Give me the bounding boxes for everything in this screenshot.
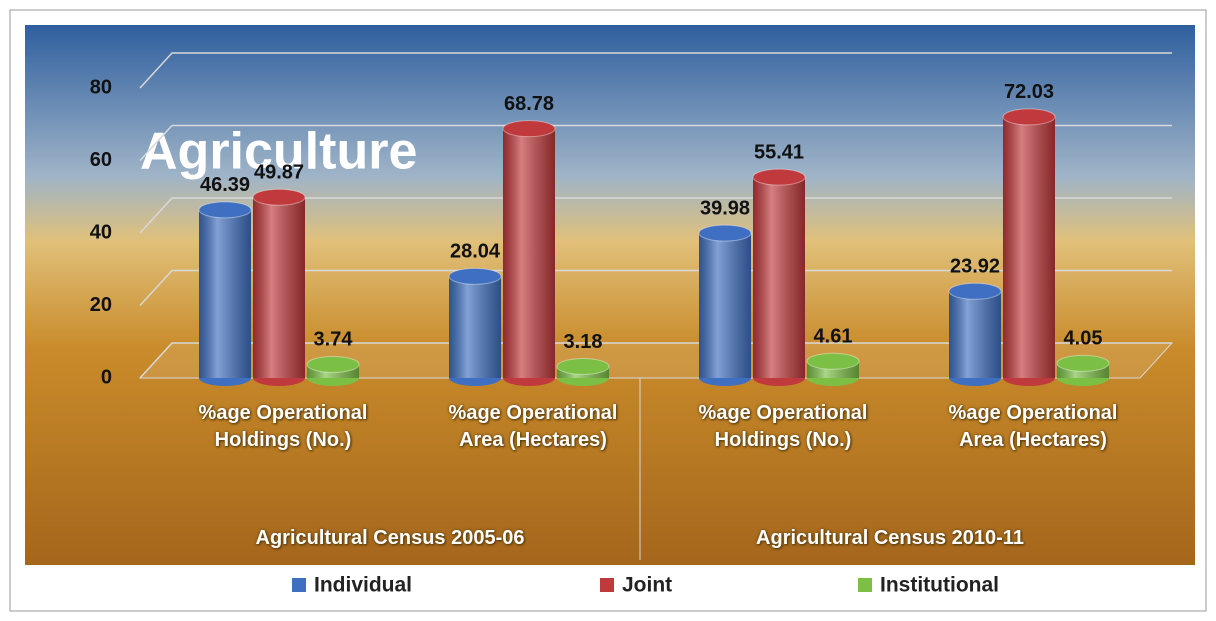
- value-label: 68.78: [504, 93, 554, 115]
- bar-top: [948, 282, 1002, 300]
- bar-shine: [753, 177, 805, 378]
- y-tick-label: 60: [90, 149, 112, 171]
- bar-shine: [199, 209, 251, 378]
- bar-shine: [503, 128, 555, 378]
- legend-label: Joint: [622, 574, 672, 597]
- value-label: 49.87: [254, 162, 304, 184]
- bar-top: [806, 352, 860, 370]
- legend-label: Individual: [314, 574, 412, 597]
- y-tick-label: 0: [101, 366, 112, 388]
- y-tick-label: 20: [90, 294, 112, 316]
- grid-line: [139, 197, 1172, 234]
- value-label: 23.92: [950, 256, 1000, 278]
- group-label: Agricultural Census 2010-11: [756, 527, 1024, 549]
- value-label: 46.39: [200, 174, 250, 196]
- value-label: 4.61: [814, 326, 853, 348]
- legend-swatch: [858, 578, 872, 592]
- value-label: 3.74: [314, 329, 354, 351]
- image-text: Agriculture: [140, 123, 417, 181]
- x-tick-label: %age Operational Area (Hectares): [948, 402, 1118, 451]
- value-label: 39.98: [700, 197, 750, 219]
- group-label: Agricultural Census 2005-06: [255, 527, 525, 549]
- y-tick-label: 40: [90, 221, 112, 243]
- value-label: 3.18: [564, 331, 603, 353]
- bar-top: [698, 224, 752, 242]
- bar-shine: [449, 276, 501, 378]
- legend-swatch: [292, 578, 306, 592]
- bar-shine: [1003, 116, 1055, 379]
- bar-top: [198, 201, 252, 219]
- bar-shine: [949, 291, 1001, 378]
- legend-label: Institutional: [880, 574, 999, 597]
- bar-shine: [253, 197, 305, 378]
- value-label: 55.41: [754, 141, 804, 163]
- bar-top: [1056, 354, 1110, 372]
- value-label: 28.04: [450, 241, 501, 263]
- grid-line: [139, 124, 1172, 162]
- x-tick-label: %age Operational Holdings (No.): [198, 402, 368, 451]
- grid-line: [139, 52, 1172, 89]
- bar-top: [1002, 108, 1056, 126]
- bar-top: [502, 120, 556, 138]
- bar-top: [448, 267, 502, 285]
- y-tick-label: 80: [90, 76, 112, 98]
- value-label: 72.03: [1004, 81, 1054, 103]
- bar-top: [306, 355, 360, 373]
- value-label: 4.05: [1064, 328, 1103, 350]
- x-tick-label: %age Operational Area (Hectares): [448, 402, 618, 451]
- x-tick-label: %age Operational Holdings (No.): [698, 402, 868, 451]
- floor: [138, 342, 1174, 379]
- grid-line: [139, 269, 1172, 307]
- bar-top: [752, 168, 806, 186]
- bar-top: [556, 357, 610, 375]
- legend-swatch: [600, 578, 614, 592]
- bar-top: [252, 188, 306, 206]
- bar-shine: [699, 233, 751, 378]
